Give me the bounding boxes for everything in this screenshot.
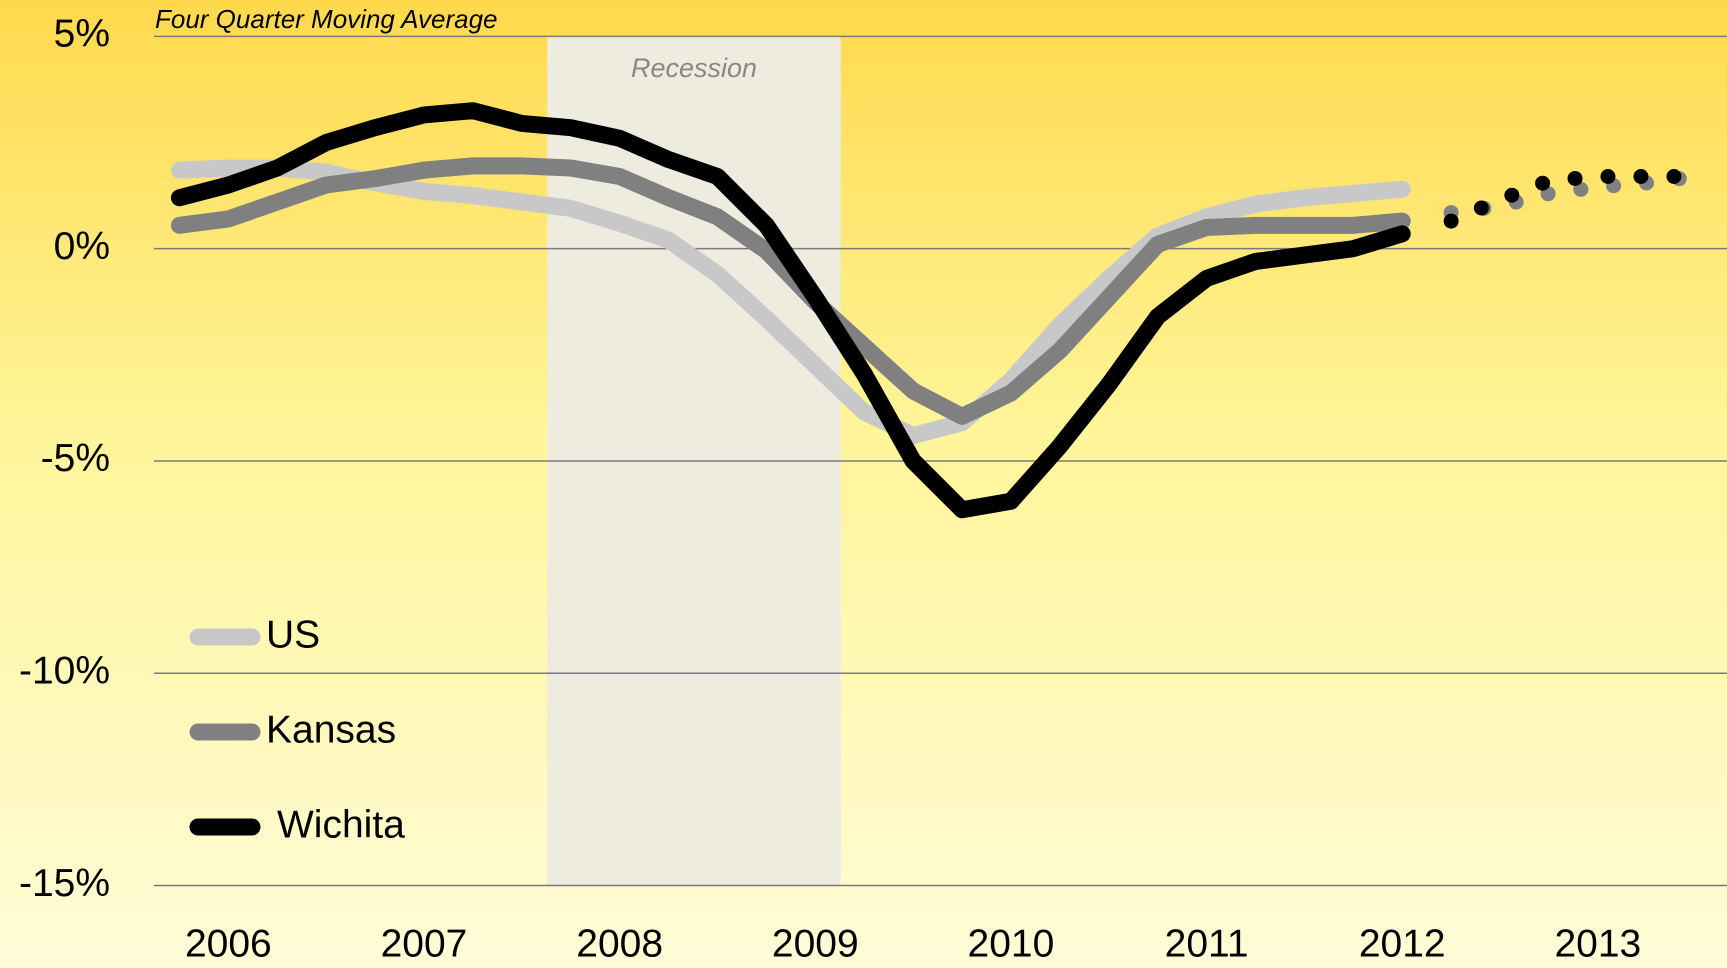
x-tick-label: 2010 (968, 922, 1055, 965)
x-tick-label: 2012 (1359, 922, 1446, 965)
x-tick-label: 2008 (576, 922, 663, 965)
y-tick-label: -10% (19, 650, 110, 693)
legend-label: Kansas (266, 708, 396, 751)
forecast-line (1443, 169, 1704, 221)
y-tick-label: 5% (54, 13, 110, 56)
legend-label: Wichita (277, 803, 405, 846)
x-tick-label: 2011 (1165, 922, 1249, 965)
series-line (170, 102, 1411, 519)
x-tick-label: 2009 (772, 922, 859, 965)
recession-label: Recession (631, 53, 757, 83)
forecast-line (1443, 169, 1704, 229)
chart-subtitle: Four Quarter Moving Average (155, 4, 498, 34)
x-tick-label: 2007 (381, 922, 468, 965)
y-tick-label: 0% (54, 225, 110, 268)
legend-label: US (266, 613, 320, 656)
x-tick-label: 2006 (185, 922, 272, 965)
x-tick-label: 2013 (1554, 922, 1641, 965)
y-tick-label: -15% (19, 862, 110, 905)
y-tick-label: -5% (41, 437, 110, 480)
